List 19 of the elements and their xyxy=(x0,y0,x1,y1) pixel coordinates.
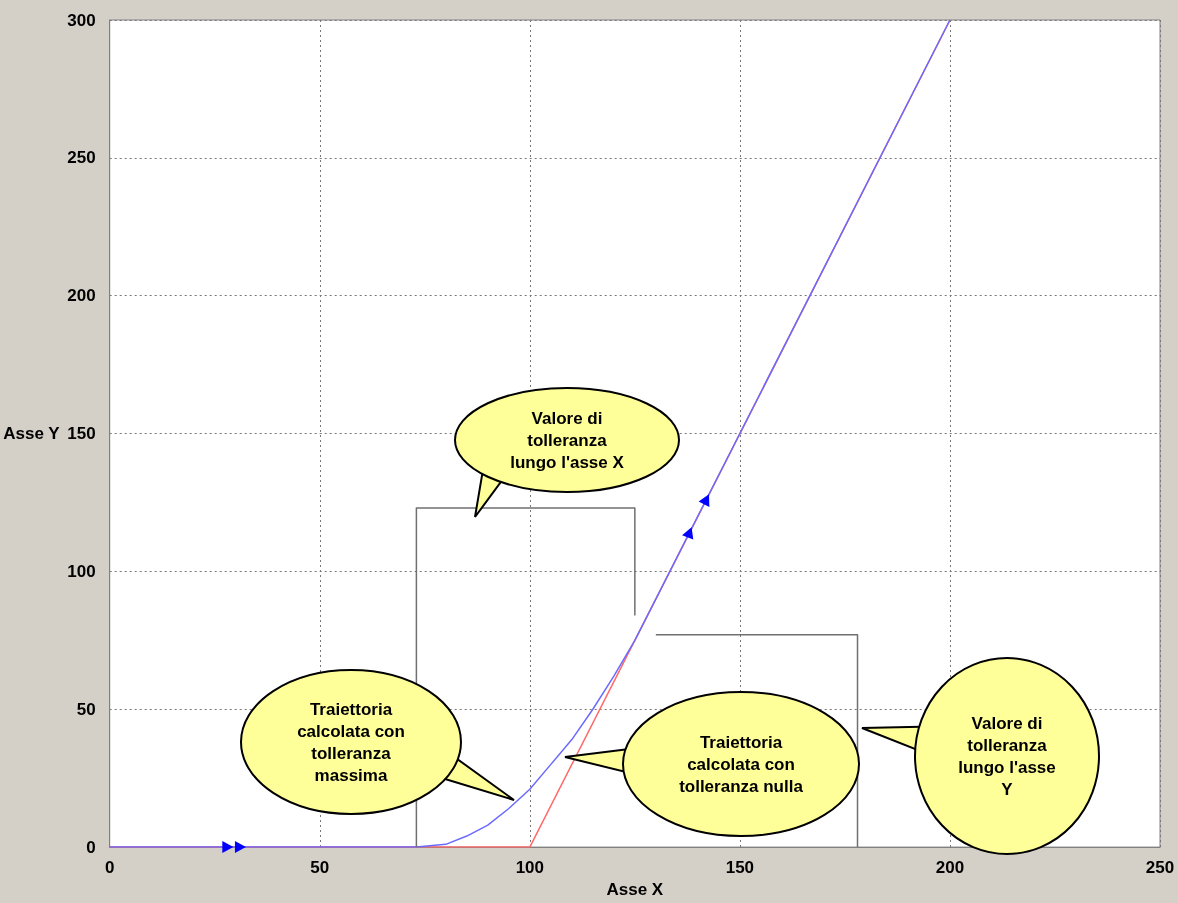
annotation: Valore di tolleranza lungo l'asse X xyxy=(510,409,625,472)
x-tick-label: 100 xyxy=(515,858,545,878)
y-tick-label: 100 xyxy=(67,561,96,581)
annotation: Traiettoria calcolata con tolleranza massima xyxy=(297,700,405,785)
y-tick-label: 200 xyxy=(67,286,96,306)
x-tick-label: 250 xyxy=(1145,858,1175,878)
x-tick-label: 50 xyxy=(310,858,330,878)
y-tick-label: 0 xyxy=(86,837,96,857)
y-tick-label: 150 xyxy=(67,424,96,444)
y-tick-label: 50 xyxy=(76,699,96,719)
x-tick-label: 0 xyxy=(104,858,115,878)
annotation: Traiettoria calcolata con tolleranza nulla xyxy=(679,733,804,796)
y-axis-title: Asse Y xyxy=(3,424,61,444)
x-tick-label: 200 xyxy=(935,858,965,878)
x-tick-label: 150 xyxy=(725,858,755,878)
annotation: Valore di tolleranza lungo l'asse Y xyxy=(958,714,1056,799)
x-axis-title: Asse X xyxy=(606,880,664,899)
y-tick-label: 300 xyxy=(67,10,96,30)
y-tick-label: 250 xyxy=(67,148,96,168)
